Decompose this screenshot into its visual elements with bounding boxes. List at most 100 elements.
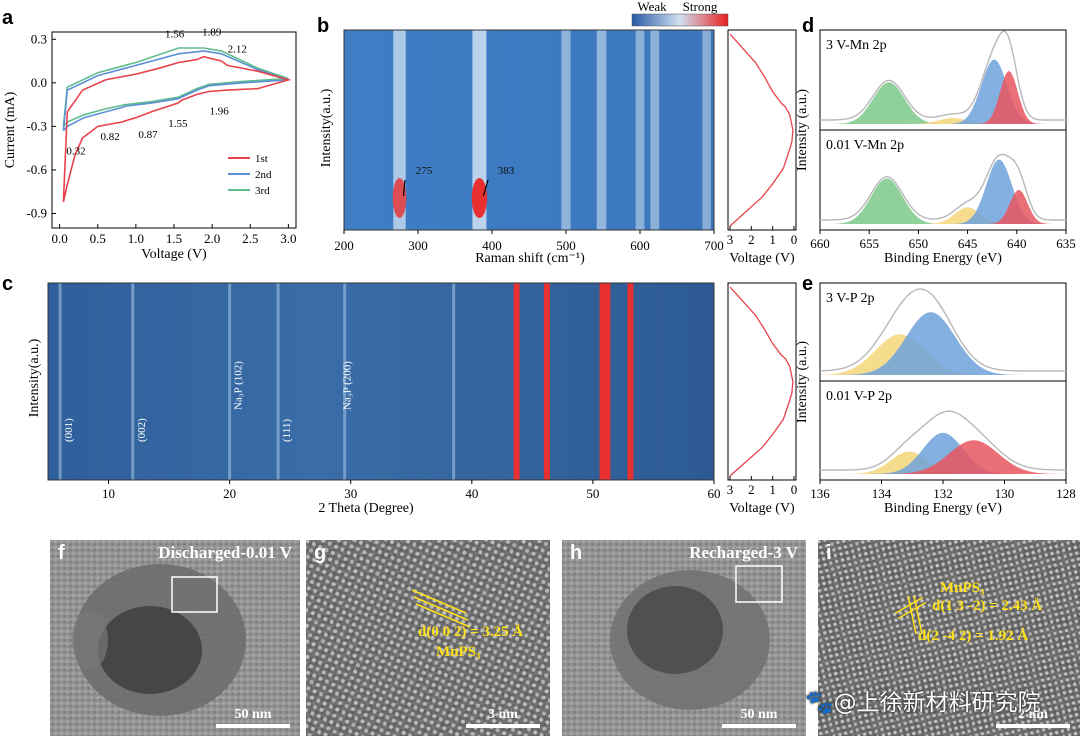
x-tick-label-c: 60 — [708, 486, 721, 501]
panel-c: c 10 20 30 40 50 60 (001) (002) Na₃P (102) (111)… — [2, 273, 721, 516]
scale-bar-g: 3 nm — [466, 707, 540, 728]
zoom-box-h — [735, 565, 783, 603]
xrd-line-strong — [627, 283, 634, 480]
watermark: 🐾@上徐新材料研究院 — [805, 690, 1041, 716]
xps-envelope — [819, 288, 1066, 372]
x-tick-label-xps: 660 — [810, 236, 830, 251]
xrd-line-weak — [131, 283, 135, 480]
colorbar-strong-label: Strong — [683, 0, 718, 14]
x-tick-label-a: 0.0 — [52, 231, 68, 246]
cv-legend: 1st 2nd 3rd — [228, 153, 272, 197]
xrd-line-strong — [604, 283, 611, 480]
xrd-line-strong — [543, 283, 550, 480]
tem-i — [818, 540, 1080, 736]
xrd-peak-label: (111) — [281, 419, 293, 442]
raman-band — [702, 30, 711, 230]
x-tick-label-b: 200 — [334, 238, 354, 253]
xps-fit-peak — [820, 70, 1066, 124]
panel-label-g: g — [314, 542, 327, 564]
raman-band — [650, 30, 660, 230]
scale-bar-f: 50 nm — [216, 707, 290, 728]
x-tick-label-c: 30 — [344, 486, 357, 501]
xps-p-label-bottom: 0.01 V-P 2p — [826, 389, 892, 404]
voltage-profile-b — [729, 33, 794, 227]
x-tick-label-xps: 132 — [933, 486, 953, 501]
xps-envelope — [820, 410, 1066, 471]
legend-label: 3rd — [255, 185, 270, 197]
cv-series — [62, 47, 292, 203]
legend-label: 1st — [255, 153, 268, 165]
xps-fit-peak — [820, 82, 1066, 124]
colorbar-weak-label: Weak — [637, 0, 667, 14]
xps-fit-peak — [820, 117, 1066, 124]
cv-annotation: 0.87 — [138, 129, 158, 141]
axis-ticks-b: 200 300 400 500 600 700 — [334, 230, 724, 253]
cv-peak-annotations: 1.56 1.89 2.12 1.96 1.55 0.87 0.82 0.32 — [66, 27, 246, 158]
xps-fit-peak — [820, 432, 1066, 474]
x-tick-label-a: 2.0 — [204, 231, 220, 246]
xps-fit-peak — [820, 178, 1066, 224]
scale-bar-i: 2 nm — [996, 707, 1070, 728]
x-tick-label-side: 1 — [769, 232, 776, 247]
x-tick-label-xps: 635 — [1056, 236, 1076, 251]
y-axis-label-a: Current (mA) — [3, 91, 18, 168]
xrd-line-weak — [343, 283, 347, 480]
tem-panel-f: f Discharged-0.01 V 50 nm — [50, 540, 300, 736]
xps-mn-frame-top — [819, 29, 1067, 131]
xps-fit-peak — [820, 440, 1066, 474]
panel-label-e: e — [802, 273, 813, 295]
panel-label-h: h — [570, 542, 583, 564]
d-spacing-i-1: d(1 3 -2) = 2.43 Å — [932, 598, 1043, 614]
cv-annotation: 0.32 — [66, 145, 85, 157]
panel-label-d: d — [802, 15, 814, 37]
x-tick-label-b: 300 — [408, 238, 428, 253]
xps-fit-peak — [820, 334, 1066, 375]
x-axis-label-b-side: Voltage (V) — [729, 251, 795, 266]
xps-p-fits — [819, 288, 1066, 474]
x-axis-label-a: Voltage (V) — [141, 247, 207, 262]
panel-label-a: a — [2, 7, 14, 29]
x-tick-label-xps: 128 — [1056, 486, 1076, 501]
d-spacing-i-2: d(2 -4 2) = 1.92 Å — [918, 628, 1029, 644]
xps-fit-peak — [820, 159, 1066, 224]
x-tick-label-a: 3.0 — [280, 231, 296, 246]
cv-line-red — [62, 55, 292, 203]
x-tick-label-xps: 650 — [909, 236, 929, 251]
tem-f — [50, 540, 300, 736]
scale-label-f: 50 nm — [234, 707, 272, 722]
scale-bar-h: 50 nm — [722, 707, 796, 728]
x-tick-label-b: 700 — [704, 238, 724, 253]
raman-hotspot — [392, 178, 407, 218]
cv-annotation: 1.89 — [202, 27, 222, 39]
x-tick-label-a: 0.5 — [90, 231, 106, 246]
x-axis-label-e: Binding Energy (eV) — [884, 501, 1002, 516]
y-tick-label-a: 0.0 — [31, 75, 47, 90]
raman-band — [635, 30, 645, 230]
y-axis-label-e: Intensity (a.u.) — [795, 341, 810, 423]
xrd-peak-labels: (001) (002) Na₃P (102) (111) Na₃P (200) — [63, 361, 354, 442]
raman-arrow — [482, 179, 489, 197]
xrd-lines — [58, 283, 634, 480]
xps-mn-label-top: 3 V-Mn 2p — [826, 38, 887, 53]
cv-annotation: 1.55 — [168, 118, 188, 130]
xrd-line-weak — [228, 283, 232, 480]
xrd-line-strong — [599, 283, 606, 480]
y-tick-label-a: -0.9 — [26, 205, 47, 220]
xps-envelope — [820, 30, 1066, 121]
x-axis-label-b: Raman shift (cm⁻¹) — [475, 251, 585, 266]
raman-annotations: 275 383 — [402, 165, 515, 197]
raman-band — [472, 30, 487, 230]
xrd-heatmap — [48, 283, 714, 480]
x-tick-label-c: 50 — [586, 486, 599, 501]
xrd-peak-label: (001) — [63, 418, 75, 442]
x-tick-label-side: 3 — [727, 482, 734, 497]
x-tick-label-b: 400 — [482, 238, 502, 253]
axis-ticks-d: 660 655 650 645 640 635 — [810, 230, 1076, 251]
x-tick-label-c: 20 — [223, 486, 236, 501]
x-tick-label-side: 3 — [727, 232, 734, 247]
cv-line-green — [62, 47, 289, 127]
colorbar: Weak Strong — [631, 0, 729, 27]
